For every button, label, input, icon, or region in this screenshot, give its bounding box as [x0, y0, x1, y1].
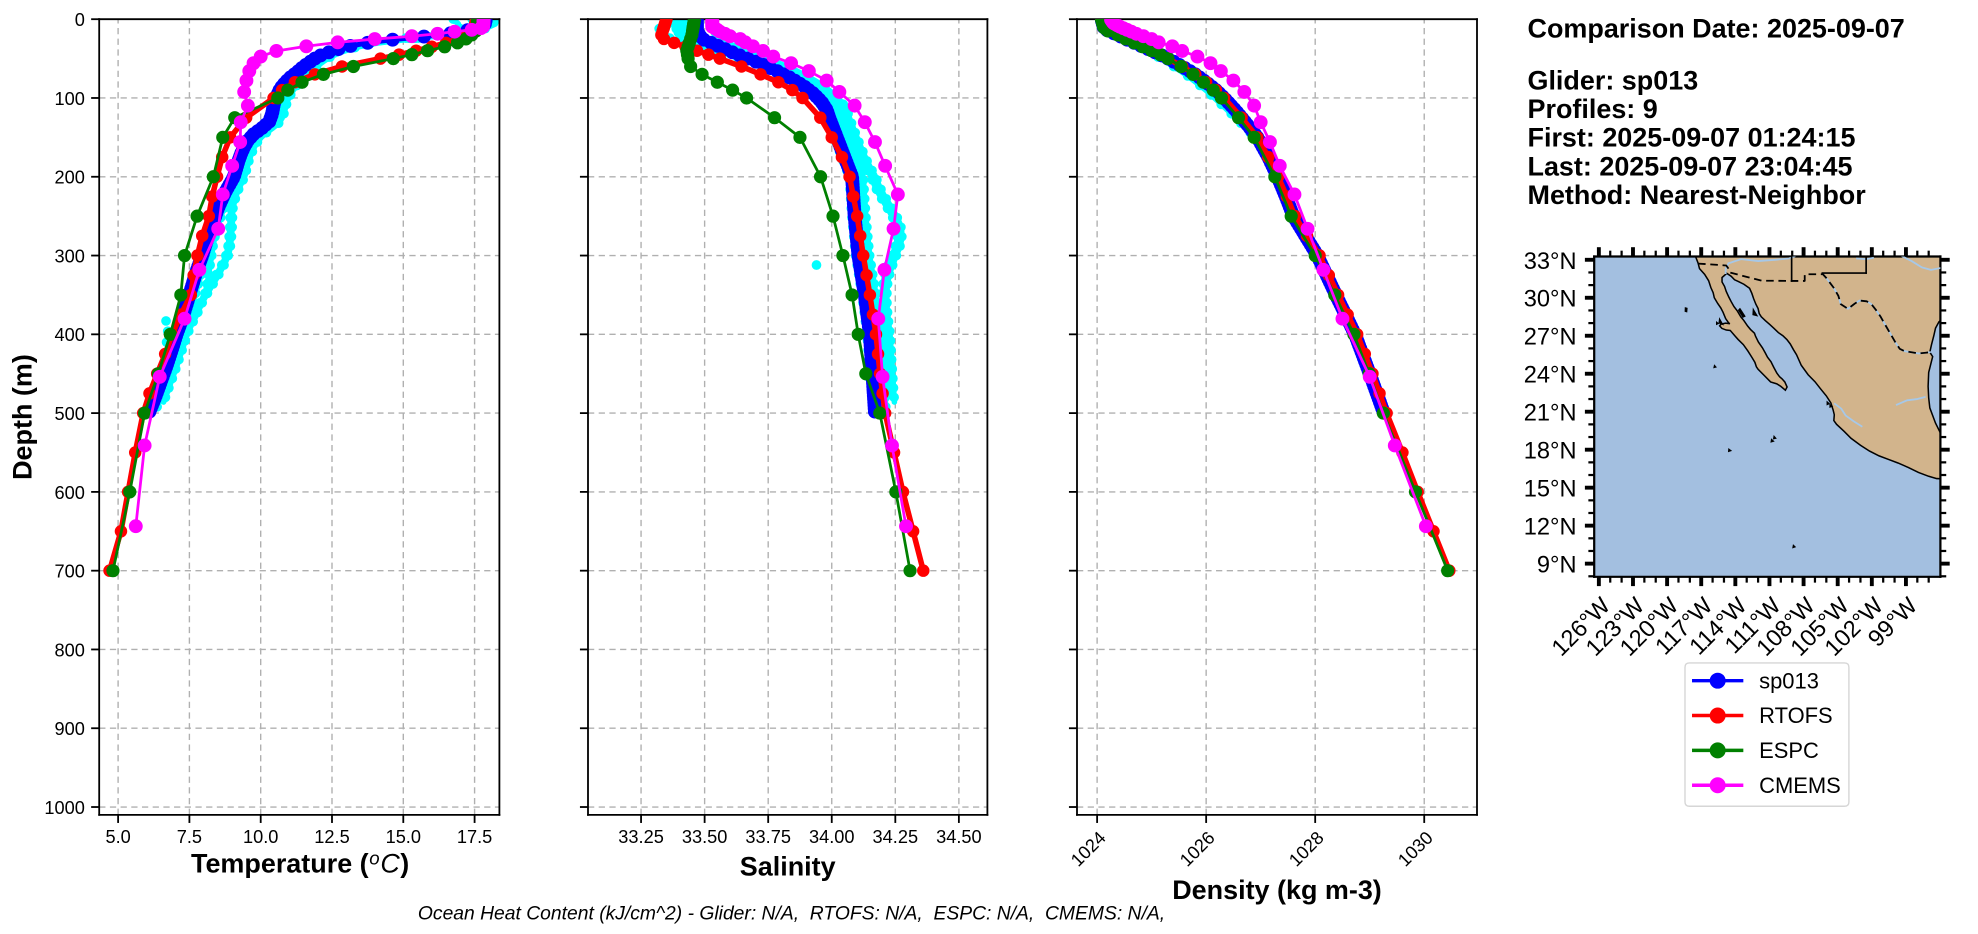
- svg-text:0: 0: [75, 10, 85, 30]
- svg-text:300: 300: [55, 246, 85, 266]
- svg-text:34.25: 34.25: [873, 827, 919, 847]
- svg-text:Method: Nearest-Neighbor: Method: Nearest-Neighbor: [1528, 180, 1867, 210]
- svg-text:200: 200: [55, 168, 85, 188]
- svg-text:1000: 1000: [44, 798, 84, 818]
- svg-text:15°N: 15°N: [1524, 477, 1577, 503]
- svg-text:C: C: [380, 848, 400, 878]
- svg-text:33.25: 33.25: [618, 827, 664, 847]
- svg-text:10.0: 10.0: [243, 827, 278, 847]
- svg-text:5.0: 5.0: [105, 827, 130, 847]
- svg-text:600: 600: [55, 483, 85, 503]
- svg-text:Comparison Date: 2025-09-07: Comparison Date: 2025-09-07: [1528, 13, 1905, 43]
- svg-text:33.50: 33.50: [682, 827, 728, 847]
- svg-text:900: 900: [55, 719, 85, 739]
- svg-text:o: o: [369, 847, 379, 868]
- svg-text:Depth (m): Depth (m): [8, 354, 38, 480]
- svg-text:500: 500: [55, 404, 85, 424]
- svg-text:CMEMS: CMEMS: [1759, 773, 1841, 798]
- svg-text:24°N: 24°N: [1524, 363, 1577, 389]
- svg-text:Density (kg m-3): Density (kg m-3): [1172, 875, 1382, 905]
- svg-text:34.00: 34.00: [809, 827, 855, 847]
- svg-text:7.5: 7.5: [177, 827, 202, 847]
- svg-text:Profiles: 9: Profiles: 9: [1528, 94, 1658, 124]
- svg-text:34.50: 34.50: [936, 827, 982, 847]
- svg-text:400: 400: [55, 325, 85, 345]
- svg-text:100: 100: [55, 89, 85, 109]
- svg-text:700: 700: [55, 562, 85, 582]
- svg-text:33.75: 33.75: [745, 827, 791, 847]
- svg-text:Last: 2025-09-07 23:04:45: Last: 2025-09-07 23:04:45: [1528, 151, 1853, 181]
- svg-text:sp013: sp013: [1759, 668, 1819, 693]
- svg-text:15.0: 15.0: [386, 827, 421, 847]
- svg-text:Temperature (: Temperature (: [191, 848, 369, 878]
- svg-text:12°N: 12°N: [1524, 515, 1577, 541]
- svg-text:9°N: 9°N: [1537, 553, 1577, 579]
- svg-text:800: 800: [55, 640, 85, 660]
- svg-text:18°N: 18°N: [1524, 439, 1577, 465]
- svg-text:17.5: 17.5: [457, 827, 492, 847]
- svg-text:21°N: 21°N: [1524, 401, 1577, 427]
- svg-text:30°N: 30°N: [1524, 287, 1577, 313]
- svg-text:Ocean Heat Content (kJ/cm^2) -: Ocean Heat Content (kJ/cm^2) - Glider: N…: [418, 903, 1165, 924]
- svg-text:ESPC: ESPC: [1759, 738, 1819, 763]
- svg-text:Glider: sp013: Glider: sp013: [1528, 65, 1699, 95]
- svg-text:RTOFS: RTOFS: [1759, 703, 1833, 728]
- svg-text:First: 2025-09-07 01:24:15: First: 2025-09-07 01:24:15: [1528, 123, 1856, 153]
- svg-text:12.5: 12.5: [314, 827, 349, 847]
- svg-text:27°N: 27°N: [1524, 325, 1577, 351]
- svg-text:Salinity: Salinity: [740, 852, 836, 882]
- svg-text:33°N: 33°N: [1524, 249, 1577, 275]
- svg-text:): ): [400, 848, 409, 878]
